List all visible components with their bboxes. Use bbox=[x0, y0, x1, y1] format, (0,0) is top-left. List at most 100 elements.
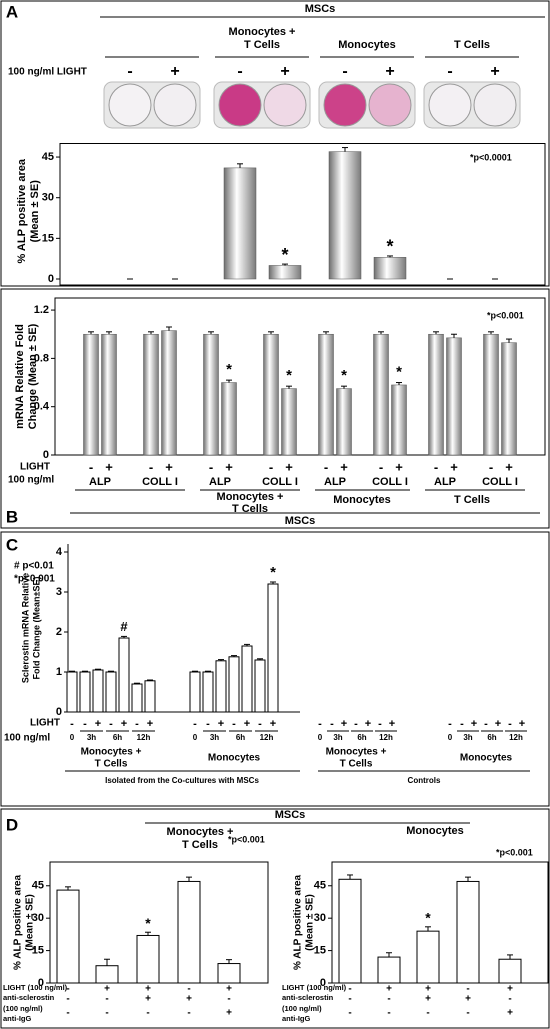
y-tick-label: 30 bbox=[42, 192, 54, 204]
y-tick-label: 15 bbox=[314, 944, 326, 956]
header: MSCs bbox=[275, 809, 306, 821]
sign: + bbox=[226, 1008, 232, 1019]
group-label: Monocytes bbox=[460, 753, 513, 764]
sign: + bbox=[280, 63, 289, 80]
panel-label: A bbox=[6, 2, 18, 21]
bar bbox=[483, 333, 499, 456]
bar bbox=[189, 671, 201, 713]
header: MSCs bbox=[305, 3, 336, 15]
bar bbox=[66, 671, 78, 713]
time-label: 12h bbox=[137, 733, 151, 742]
y-tick-label: 2 bbox=[56, 626, 62, 638]
plot-frame bbox=[331, 861, 549, 984]
y-tick-label: 0 bbox=[38, 977, 44, 989]
time-label: 12h bbox=[509, 733, 523, 742]
bar bbox=[377, 956, 401, 984]
sign: - bbox=[489, 459, 493, 474]
row-label: anti-sclerostin bbox=[282, 993, 334, 1002]
sign: + bbox=[395, 459, 403, 474]
sign: + bbox=[507, 984, 513, 995]
sign: + bbox=[495, 718, 501, 730]
row-label: anti-IgG bbox=[282, 1014, 310, 1023]
sign: - bbox=[109, 718, 113, 730]
sign: + bbox=[226, 984, 232, 995]
sign: - bbox=[434, 459, 438, 474]
bar bbox=[202, 671, 214, 713]
group-label: Monocytes + bbox=[217, 491, 284, 503]
annotation: * bbox=[386, 237, 393, 257]
y-axis-label: Change (Mean ± SE) bbox=[27, 323, 39, 429]
well bbox=[473, 83, 517, 127]
footer: MSCs bbox=[285, 515, 316, 527]
panel-frame bbox=[0, 531, 550, 807]
sign: - bbox=[269, 459, 273, 474]
sign: - bbox=[460, 718, 464, 730]
time-label: 6h bbox=[487, 733, 496, 742]
x-tick-label: COLL I bbox=[482, 476, 518, 488]
bar bbox=[215, 660, 227, 713]
time-label: 12h bbox=[379, 733, 393, 742]
group-label: Monocytes bbox=[333, 494, 390, 506]
sign: + bbox=[285, 459, 293, 474]
sign: - bbox=[146, 1008, 149, 1019]
bar bbox=[105, 671, 117, 713]
sign: - bbox=[348, 994, 351, 1005]
light-label: LIGHT bbox=[20, 462, 50, 473]
bar bbox=[92, 669, 104, 713]
sign: - bbox=[232, 718, 236, 730]
sign: - bbox=[330, 718, 334, 730]
sign: + bbox=[186, 994, 192, 1005]
y-tick-label: 45 bbox=[314, 880, 326, 892]
time-label: 0 bbox=[70, 733, 75, 742]
sign: - bbox=[508, 718, 512, 730]
panel-label: D bbox=[6, 815, 18, 834]
plot-frame bbox=[59, 143, 546, 286]
time-label: 3h bbox=[87, 733, 96, 742]
annotation: * bbox=[341, 367, 347, 384]
bar bbox=[428, 333, 444, 456]
sign: + bbox=[145, 984, 151, 995]
sign: + bbox=[244, 718, 250, 730]
bar bbox=[228, 656, 240, 713]
well bbox=[218, 83, 262, 127]
panel-frame bbox=[0, 288, 550, 529]
subtitle: T Cells bbox=[182, 839, 218, 851]
sign: - bbox=[83, 718, 87, 730]
bar bbox=[136, 934, 160, 984]
sign: + bbox=[270, 718, 276, 730]
y-tick-label: 30 bbox=[32, 912, 44, 924]
y-tick-label: 45 bbox=[32, 880, 44, 892]
sign: + bbox=[471, 718, 477, 730]
sign: + bbox=[365, 718, 371, 730]
y-tick-label: 0 bbox=[48, 273, 54, 285]
sign: - bbox=[318, 718, 322, 730]
y-axis-label: Sclerostin mRNA Relative bbox=[20, 573, 30, 683]
sign: - bbox=[379, 459, 383, 474]
sign: - bbox=[70, 718, 74, 730]
y-tick-label: 0.4 bbox=[34, 401, 50, 413]
bar bbox=[318, 333, 334, 456]
group-label: Monocytes + bbox=[81, 747, 142, 758]
group-label: Monocytes bbox=[208, 753, 261, 764]
y-tick-label: 15 bbox=[32, 944, 44, 956]
bar bbox=[83, 333, 99, 456]
sign: + bbox=[450, 459, 458, 474]
bar bbox=[177, 880, 201, 984]
x-tick-label: ALP bbox=[434, 476, 456, 488]
bar bbox=[221, 382, 237, 456]
bar bbox=[446, 337, 462, 456]
y-tick-label: 15 bbox=[42, 232, 54, 244]
annotation: # bbox=[120, 619, 128, 634]
bar bbox=[144, 680, 156, 713]
sign: - bbox=[135, 718, 139, 730]
group-label: T Cells bbox=[454, 494, 490, 506]
sign: + bbox=[340, 459, 348, 474]
well bbox=[368, 83, 412, 127]
bar bbox=[267, 583, 279, 713]
bar bbox=[263, 333, 279, 456]
bar bbox=[79, 671, 91, 713]
sign: - bbox=[447, 63, 452, 80]
light-label: 100 ng/ml bbox=[4, 733, 50, 744]
sign: + bbox=[465, 994, 471, 1005]
